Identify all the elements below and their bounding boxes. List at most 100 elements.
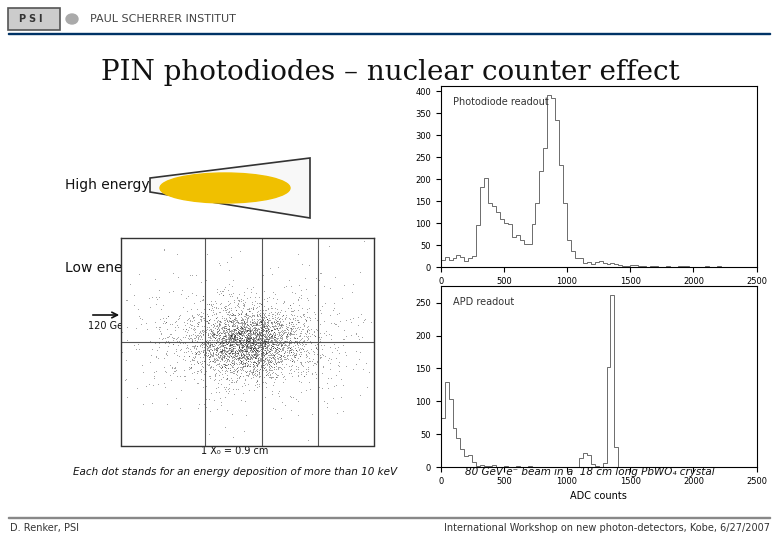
Point (274, 353, 286, 361)
Point (219, 387, 232, 395)
Point (244, 354, 257, 363)
Point (218, 329, 231, 338)
Point (200, 300, 213, 308)
Point (252, 335, 264, 343)
Point (246, 347, 259, 356)
Point (332, 342, 344, 351)
Point (272, 364, 285, 373)
Point (300, 386, 313, 394)
Point (186, 312, 199, 321)
Point (127, 291, 140, 299)
Point (205, 301, 218, 309)
Point (270, 345, 282, 354)
Point (261, 323, 274, 332)
Point (229, 340, 242, 349)
Point (239, 354, 252, 362)
Point (227, 334, 239, 342)
Point (226, 342, 239, 350)
Point (202, 351, 215, 360)
Point (323, 354, 335, 362)
Point (260, 354, 272, 362)
Point (289, 343, 301, 352)
Point (235, 339, 247, 348)
Point (255, 334, 268, 343)
Point (229, 310, 241, 319)
Point (217, 342, 229, 350)
Point (225, 326, 237, 335)
Point (237, 324, 250, 333)
Point (234, 333, 246, 342)
Point (268, 329, 281, 338)
Point (190, 338, 203, 346)
Point (240, 310, 253, 319)
Point (213, 335, 225, 343)
Point (251, 320, 264, 329)
Point (186, 354, 198, 363)
Point (218, 336, 231, 345)
Point (208, 297, 221, 306)
Point (225, 330, 237, 339)
Point (250, 327, 262, 336)
Point (240, 342, 253, 350)
Point (229, 333, 242, 342)
Point (258, 335, 271, 343)
Point (231, 324, 243, 333)
Point (246, 350, 258, 359)
Point (160, 318, 172, 326)
Point (207, 349, 219, 357)
Point (179, 327, 191, 336)
Point (150, 366, 162, 375)
Point (271, 327, 284, 336)
Point (217, 346, 229, 354)
Point (260, 326, 272, 335)
Point (289, 334, 301, 342)
Ellipse shape (159, 258, 217, 278)
Point (245, 333, 257, 342)
Point (298, 321, 310, 330)
Point (253, 357, 265, 366)
Point (181, 327, 193, 336)
Point (229, 322, 241, 330)
Point (213, 348, 225, 356)
Point (220, 328, 232, 336)
Point (272, 357, 285, 366)
Point (273, 320, 285, 328)
Point (226, 369, 239, 377)
Point (248, 319, 261, 327)
Point (222, 317, 234, 326)
Point (222, 328, 234, 336)
Point (218, 362, 231, 371)
Point (211, 360, 224, 368)
Point (254, 334, 266, 342)
Point (227, 345, 239, 354)
Point (232, 335, 245, 343)
Point (301, 352, 314, 361)
Point (266, 340, 278, 349)
Point (222, 324, 235, 333)
Point (272, 362, 285, 371)
Point (193, 309, 206, 318)
Point (199, 349, 211, 357)
Point (250, 350, 263, 359)
Point (251, 352, 264, 361)
Point (246, 357, 259, 366)
Point (240, 347, 253, 356)
Point (282, 338, 294, 346)
Point (260, 313, 272, 322)
Point (250, 308, 263, 316)
Point (266, 320, 278, 329)
Point (283, 321, 296, 330)
Point (284, 336, 296, 345)
Point (253, 339, 265, 348)
Point (243, 338, 256, 347)
Point (268, 333, 280, 341)
Point (199, 354, 211, 363)
Point (303, 325, 316, 334)
Point (260, 326, 272, 335)
Point (282, 328, 295, 336)
Point (259, 330, 271, 339)
Point (285, 406, 297, 414)
Point (222, 326, 234, 335)
Point (250, 347, 262, 356)
Point (278, 326, 290, 334)
